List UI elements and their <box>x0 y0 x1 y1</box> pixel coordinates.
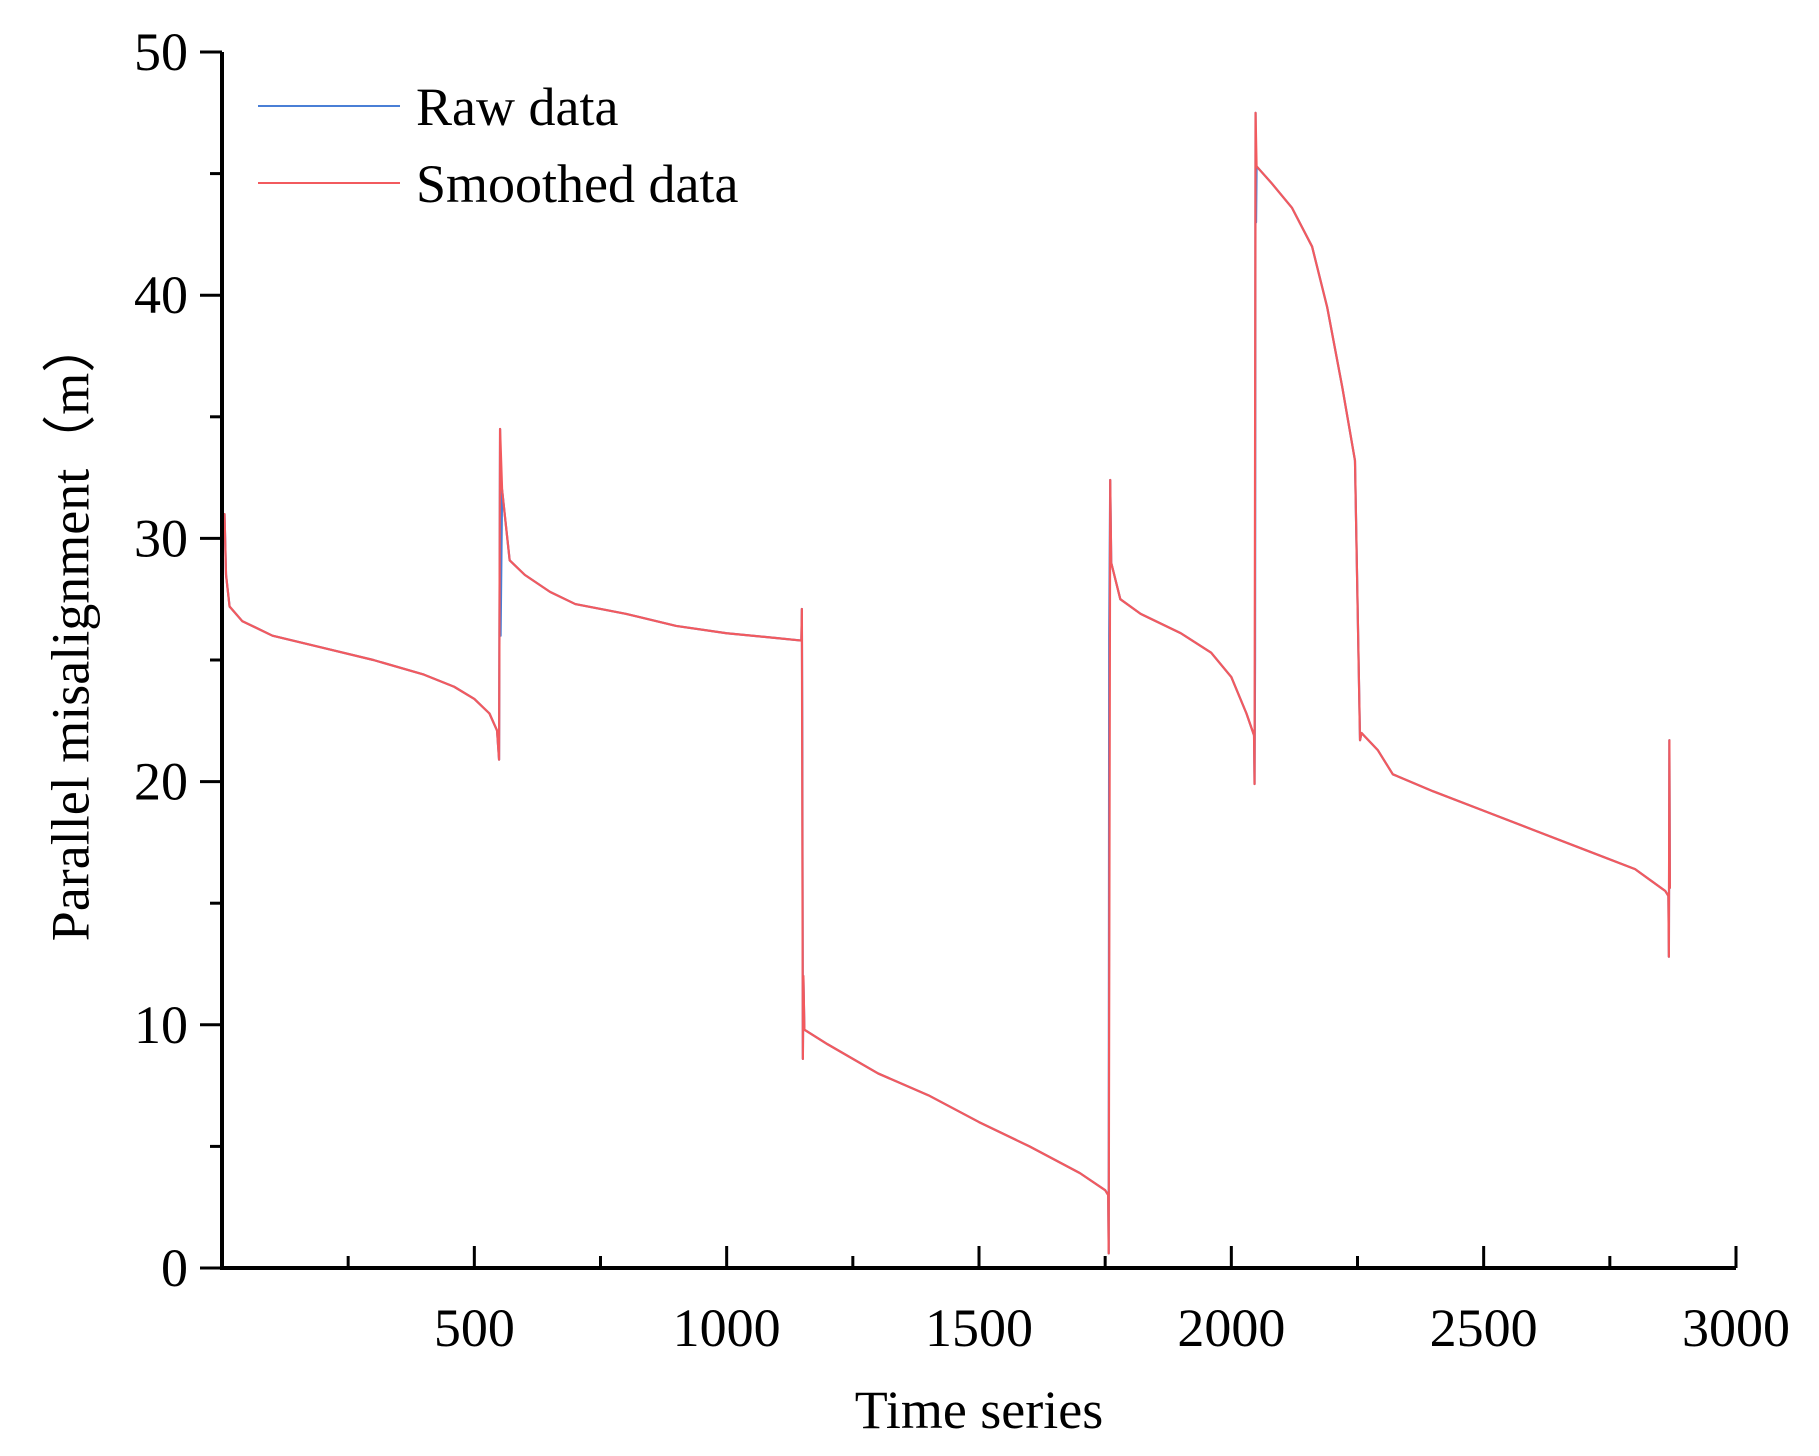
axes-layer <box>220 52 1736 1270</box>
y-tick-label: 40 <box>134 265 188 325</box>
x-tick-label: 2500 <box>1430 1298 1538 1358</box>
ticks-layer: 500 1000 1500 2000 2500 3000 0 10 20 30 40 50 <box>134 22 1790 1358</box>
y-tick-label: 20 <box>134 752 188 812</box>
x-axis-title: Time series <box>855 1380 1104 1440</box>
series-line-smoothed-data <box>220 111 1671 1255</box>
x-tick-label: 1000 <box>673 1298 781 1358</box>
legend: Raw data Smoothed data <box>258 77 738 214</box>
y-tick-label: 50 <box>134 22 188 82</box>
series-lines-layer <box>220 111 1671 1255</box>
x-tick-label: 1500 <box>925 1298 1033 1358</box>
y-tick-label: 10 <box>134 995 188 1055</box>
legend-label-smoothed-data: Smoothed data <box>416 154 738 214</box>
x-tick-label: 2000 <box>1177 1298 1285 1358</box>
x-tick-label: 500 <box>434 1298 515 1358</box>
y-tick-label: 0 <box>161 1238 188 1298</box>
legend-label-raw-data: Raw data <box>416 77 618 137</box>
series-line-raw-data <box>220 111 1671 1255</box>
x-tick-label: 3000 <box>1682 1298 1790 1358</box>
y-axis-title: Parallel misalignment（m） <box>40 319 100 941</box>
y-tick-label: 30 <box>134 508 188 568</box>
